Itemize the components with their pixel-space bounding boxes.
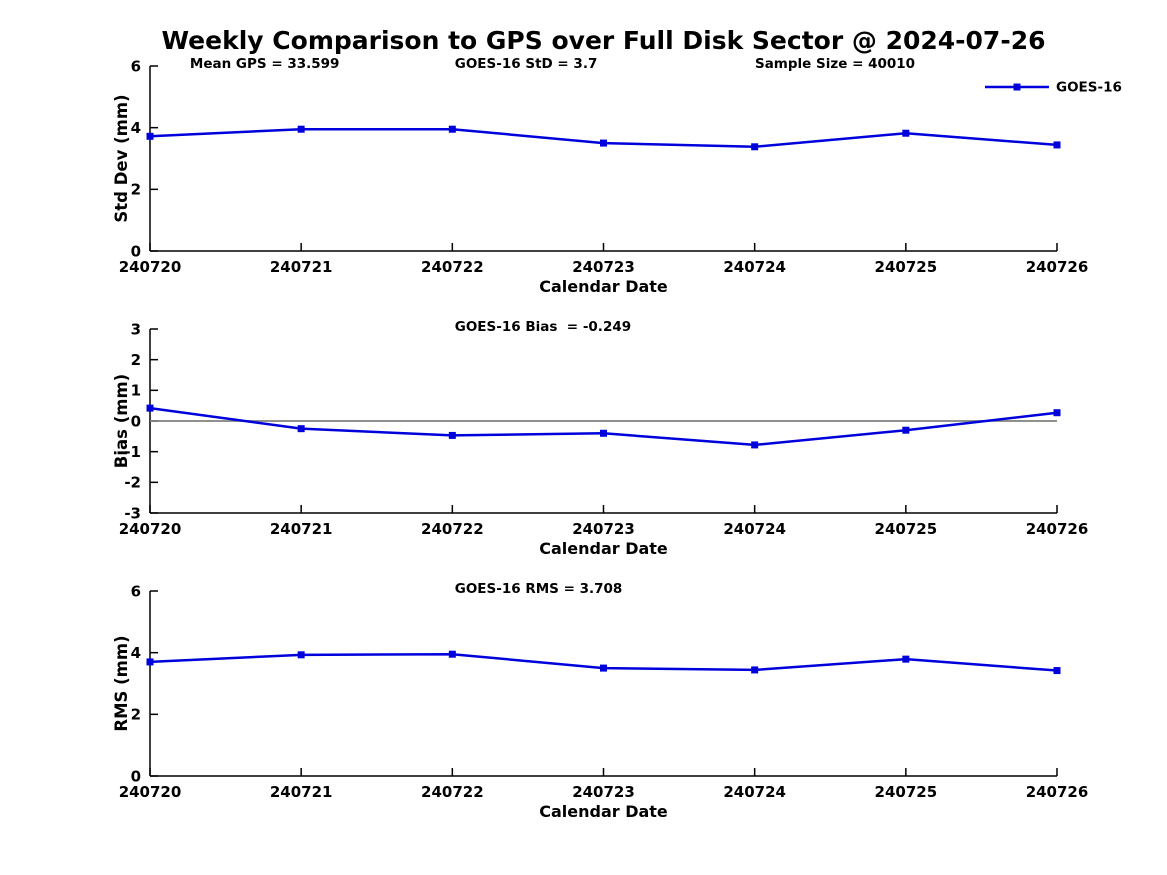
figure-title: Weekly Comparison to GPS over Full Disk … — [161, 26, 1046, 55]
subplot-rms-data-marker — [297, 651, 305, 659]
subplot-stddev-x-tick-label: 240723 — [572, 258, 635, 276]
subplot-stddev-y-tick-label: 6 — [131, 57, 141, 75]
subplot-rms-data-marker — [448, 650, 456, 658]
subplot-rms-data-marker — [751, 666, 759, 674]
subplot-bias-data-marker — [297, 425, 305, 433]
subplot-rms-x-tick-label: 240721 — [270, 783, 333, 801]
subplot-stddev-x-axis-label: Calendar Date — [539, 277, 668, 296]
subplot-rms-data-marker — [600, 664, 607, 672]
subplot-rms-x-tick-label: 240723 — [572, 783, 635, 801]
subplot-stddev-x-tick-label: 240721 — [270, 258, 333, 276]
subplot-bias-x-tick-label: 240724 — [723, 520, 786, 538]
subplot-rms-x-tick-label: 240720 — [119, 783, 182, 801]
subplot-stddev-data-marker — [600, 139, 607, 147]
subplot-rms-data-marker — [146, 658, 154, 666]
subplot-bias-y-tick-label: -1 — [124, 443, 141, 461]
subplot-stddev-data-marker — [902, 129, 910, 137]
subplot-bias-x-tick-label: 240720 — [119, 520, 182, 538]
subplot-bias-y-tick-label: -3 — [124, 504, 141, 522]
subplot-stddev-y-axis-label: Std Dev (mm) — [112, 94, 131, 222]
subplot-rms-y-axis-label: RMS (mm) — [112, 635, 131, 731]
subplot-bias-x-tick-label: 240722 — [421, 520, 484, 538]
subplot-bias-y-tick-label: 1 — [131, 382, 141, 400]
subplot-rms-x-tick-label: 240722 — [421, 783, 484, 801]
subplot-rms-annotation-0: GOES-16 RMS = 3.708 — [455, 581, 623, 597]
subplot-bias-y-tick-label: 0 — [131, 412, 141, 430]
subplot-bias-series-line — [149, 406, 1058, 447]
subplot-bias-data-marker — [146, 404, 154, 412]
subplot-rms-x-tick-label: 240726 — [1026, 783, 1089, 801]
subplot-rms-x-tick-label: 240724 — [723, 783, 786, 801]
subplot-stddev-x-tick-label: 240726 — [1026, 258, 1089, 276]
subplot-rms-data-marker — [902, 655, 910, 663]
subplot-bias-x-tick-label: 240721 — [270, 520, 333, 538]
subplot-bias-x-tick-label: 240725 — [875, 520, 938, 538]
subplot-stddev-y-tick-label: 0 — [131, 242, 141, 260]
subplot-stddev-data-marker — [297, 125, 305, 133]
subplot-bias-data-marker — [902, 426, 910, 434]
subplot-bias-y-tick-label: -2 — [124, 474, 141, 492]
subplot-rms-data-marker — [1053, 667, 1061, 675]
subplot-stddev-x-tick-label: 240724 — [723, 258, 786, 276]
legend-label: GOES-16 — [1056, 80, 1122, 96]
subplot-rms-y-tick-label: 2 — [131, 706, 141, 724]
subplot-bias-data-marker — [1053, 409, 1061, 417]
subplot-rms-x-axis-label: Calendar Date — [539, 802, 668, 821]
subplot-stddev-data-marker — [751, 143, 759, 151]
subplot-bias-y-tick-label: 2 — [131, 351, 141, 369]
subplot-bias-x-tick-label: 240726 — [1026, 520, 1089, 538]
legend-marker — [1013, 83, 1021, 91]
subplot-rms-y-tick-label: 6 — [131, 582, 141, 600]
subplot-bias-data-marker — [448, 431, 456, 439]
subplot-stddev-annotation-1: GOES-16 StD = 3.7 — [455, 56, 598, 72]
subplot-stddev-annotation-0: Mean GPS = 33.599 — [190, 56, 340, 72]
subplot-rms-x-tick-label: 240725 — [875, 783, 938, 801]
subplot-bias-data-marker — [751, 441, 759, 449]
subplot-stddev-x-tick-label: 240720 — [119, 258, 182, 276]
subplot-stddev-data-marker — [146, 132, 154, 140]
subplot-bias-data-marker — [600, 429, 607, 437]
subplot-bias-annotation-0: GOES-16 Bias = -0.249 — [455, 319, 631, 335]
subplot-stddev-x-tick-label: 240725 — [875, 258, 938, 276]
subplot-rms-y-tick-label: 4 — [131, 644, 141, 662]
subplot-bias-y-axis-label: Bias (mm) — [112, 374, 131, 468]
subplot-stddev-x-tick-label: 240722 — [421, 258, 484, 276]
subplot-stddev-y-tick-label: 2 — [131, 181, 141, 199]
subplot-bias-x-axis-label: Calendar Date — [539, 539, 668, 558]
subplot-stddev-data-marker — [448, 125, 456, 133]
subplot-rms-y-tick-label: 0 — [131, 767, 141, 785]
subplot-stddev-y-tick-label: 4 — [131, 119, 141, 137]
subplot-stddev-data-marker — [1053, 141, 1061, 149]
subplot-bias-y-tick-label: 3 — [131, 320, 141, 338]
subplot-stddev-annotation-2: Sample Size = 40010 — [755, 56, 915, 72]
subplot-bias-x-tick-label: 240723 — [572, 520, 635, 538]
